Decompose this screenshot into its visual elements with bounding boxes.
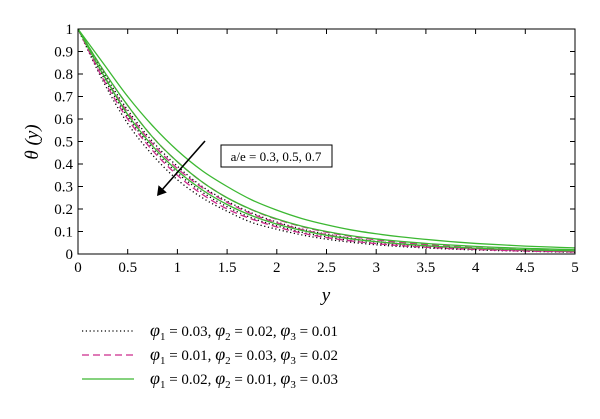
x-tick-label-10: 5 — [571, 260, 579, 276]
x-tick-label-5: 2.5 — [317, 260, 336, 276]
y-tick-label-6: 0.6 — [54, 112, 73, 128]
y-tick-label-9: 0.9 — [54, 45, 73, 61]
x-tick-label-8: 4 — [472, 260, 480, 276]
y-tick-label-2: 0.2 — [54, 202, 73, 218]
annotation-box — [220, 144, 333, 168]
y-tick-label-0: 0 — [66, 247, 74, 263]
y-tick-label-5: 0.5 — [54, 135, 73, 151]
series-line-4 — [77, 28, 576, 253]
series-line-8 — [77, 28, 576, 251]
y-axis-title: θ (y) — [22, 124, 43, 159]
x-tick-label-7: 3.5 — [417, 260, 436, 276]
x-axis-title: y — [320, 285, 331, 306]
y-tick-label-4: 0.4 — [54, 157, 73, 173]
series-line-3 — [77, 28, 576, 253]
legend-label-3: φ1 = 0.02, φ2 = 0.01, φ3 = 0.03 — [150, 368, 338, 391]
series-line-1 — [77, 28, 576, 253]
series-line-7 — [77, 28, 576, 252]
x-tick-label-4: 2 — [273, 260, 281, 276]
x-tick-label-9: 4.5 — [516, 260, 535, 276]
y-tick-label-8: 0.8 — [54, 67, 73, 83]
series-line-6 — [77, 28, 576, 252]
y-tick-label-10: 1 — [66, 22, 74, 38]
series-line-2 — [77, 28, 576, 253]
annotation-arrow — [160, 140, 206, 192]
tick-labels-layer: 0 0.5 1 1.5 2 2.5 3 3.5 4 4.5 5 0 0.1 0.2 0.3 0.4 0.5 0.6… — [54, 22, 579, 276]
plot-frame — [77, 28, 576, 255]
y-tick-label-1: 0.1 — [54, 225, 73, 241]
series-layer — [77, 28, 576, 253]
x-tick-label-0: 0 — [74, 260, 82, 276]
x-tick-label-3: 1.5 — [218, 260, 237, 276]
legend-label-2: φ1 = 0.01, φ2 = 0.03, φ3 = 0.02 — [150, 344, 338, 367]
y-tick-label-7: 0.7 — [54, 90, 73, 106]
x-tick-label-6: 3 — [372, 260, 380, 276]
annotation: a/e = 0.3, 0.5, 0.7 — [157, 140, 333, 196]
x-tick-label-1: 0.5 — [118, 260, 137, 276]
ticks-layer — [77, 28, 576, 255]
x-tick-label-2: 1 — [174, 260, 182, 276]
legend-label-1: φ1 = 0.03, φ2 = 0.02, φ3 = 0.01 — [150, 320, 338, 343]
annotation-text: a/e = 0.3, 0.5, 0.7 — [231, 149, 322, 164]
series-line-5 — [77, 28, 576, 253]
series-line-9 — [77, 28, 576, 249]
y-tick-label-3: 0.3 — [54, 180, 73, 196]
annotation-arrowhead — [157, 185, 167, 196]
